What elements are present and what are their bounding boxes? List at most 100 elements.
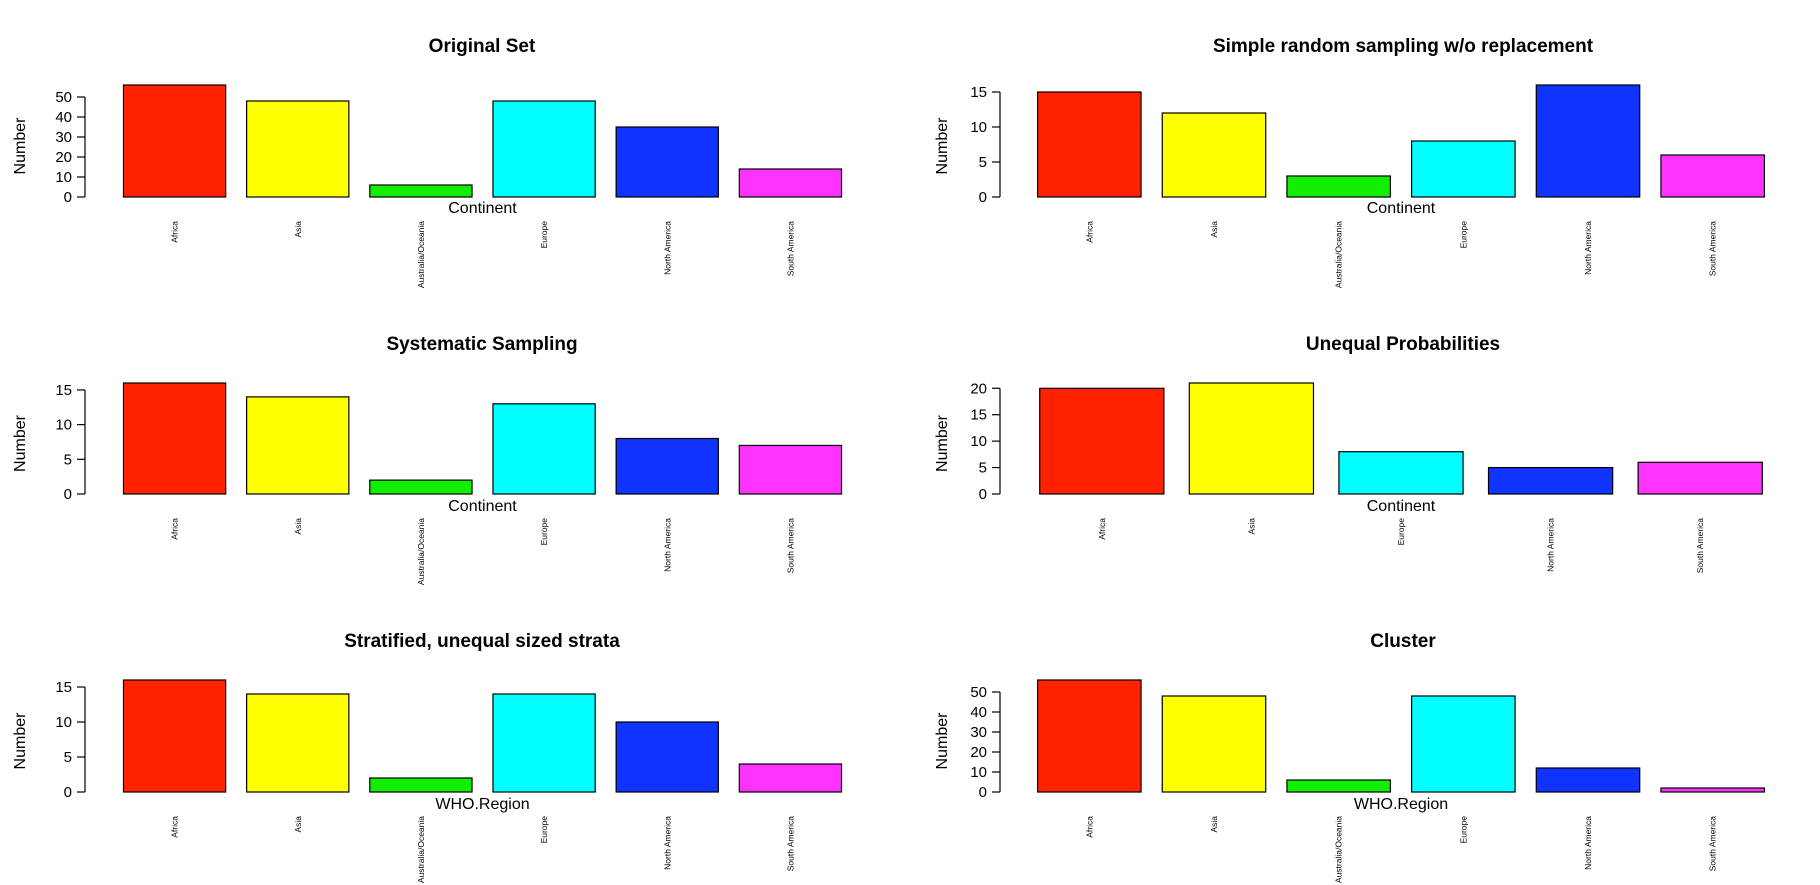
chart-title: Simple random sampling w/o replacement xyxy=(1213,36,1594,57)
y-tick-label: 40 xyxy=(55,109,72,126)
category-label: Europe xyxy=(539,221,549,249)
y-tick-label: 10 xyxy=(55,714,72,731)
y-tick-label: 0 xyxy=(64,486,72,503)
category-label: North America xyxy=(1583,221,1593,275)
category-label: Europe xyxy=(1458,816,1468,844)
bar-africa xyxy=(1039,387,1165,495)
y-tick-label: 0 xyxy=(64,189,72,206)
bar-asia xyxy=(246,100,350,198)
y-axis-label: Number xyxy=(934,712,951,770)
y-tick-label: 5 xyxy=(64,451,72,468)
chart-title: Unequal Probabilities xyxy=(1306,334,1500,355)
category-label: Australia/Oceania xyxy=(1334,221,1344,288)
category-label: South America xyxy=(1708,221,1718,277)
category-label: South America xyxy=(785,518,795,574)
category-label: Europe xyxy=(1458,221,1468,249)
bar-europe xyxy=(492,693,596,793)
bar-australia-oceania xyxy=(1286,175,1392,198)
y-axis-label: Number xyxy=(12,414,29,472)
y-axis-label: Number xyxy=(934,117,951,175)
category-label: Africa xyxy=(170,816,180,838)
bar-australia-oceania xyxy=(369,777,473,793)
bar-south-america xyxy=(1660,787,1766,793)
chart-panel-2: Simple random sampling w/o replacement Nu… xyxy=(934,36,1766,288)
y-tick-label: 30 xyxy=(970,724,987,741)
bar-europe xyxy=(492,100,596,198)
y-tick-label: 50 xyxy=(55,89,72,106)
bar-north-america xyxy=(1487,466,1614,495)
chart-panel-3: Systematic Sampling Number 0 5 10 15 Africa Asi… xyxy=(12,334,843,585)
y-tick-label: 40 xyxy=(970,704,987,721)
bar-asia xyxy=(1161,112,1267,198)
y-tick-label: 20 xyxy=(970,744,987,761)
y-tick-label: 5 xyxy=(979,460,987,477)
x-axis-label: Continent xyxy=(448,498,517,515)
category-label: North America xyxy=(662,221,672,275)
category-label: Africa xyxy=(170,221,180,243)
category-label: Australia/Oceania xyxy=(416,221,426,288)
bar-north-america xyxy=(615,126,719,198)
y-tick-label: 50 xyxy=(970,684,987,701)
bar-europe xyxy=(492,403,596,495)
bar-africa xyxy=(1036,679,1142,793)
chart-panel-5: Stratified, unequal sized strata Number 0 5… xyxy=(12,631,843,883)
category-label: North America xyxy=(662,518,672,572)
bar-north-america xyxy=(1535,767,1641,793)
category-label: Europe xyxy=(539,518,549,546)
chart-title: Systematic Sampling xyxy=(386,334,577,355)
y-tick-label: 0 xyxy=(979,486,987,503)
bar-africa xyxy=(1036,91,1142,198)
x-axis-label: WHO.Region xyxy=(1354,796,1448,813)
bar-australia-oceania xyxy=(1286,779,1392,793)
category-label: Africa xyxy=(1084,221,1094,243)
category-label: North America xyxy=(1583,816,1593,870)
category-label: South America xyxy=(785,221,795,277)
chart-title: Stratified, unequal sized strata xyxy=(344,631,620,652)
x-axis-label: Continent xyxy=(448,200,517,217)
bar-south-america xyxy=(738,168,843,198)
chart-panel-4: Unequal Probabilities Number 0 5 10 15 20 Afric… xyxy=(934,334,1763,573)
category-label: Australia/Oceania xyxy=(416,816,426,883)
bar-north-america xyxy=(615,437,719,495)
y-tick-label: 0 xyxy=(979,189,987,206)
bar-australia-oceania xyxy=(369,479,473,495)
category-label: Africa xyxy=(170,518,180,540)
y-tick-label: 10 xyxy=(970,119,987,136)
category-label: Asia xyxy=(1209,221,1219,238)
x-axis-label: WHO.Region xyxy=(435,796,529,813)
bar-europe xyxy=(1338,451,1464,495)
bar-south-america xyxy=(738,444,843,495)
category-label: Africa xyxy=(1084,816,1094,838)
category-label: Europe xyxy=(1396,518,1406,546)
y-tick-label: 0 xyxy=(64,784,72,801)
category-label: Asia xyxy=(293,221,303,238)
bar-australia-oceania xyxy=(369,184,473,198)
y-tick-label: 10 xyxy=(970,764,987,781)
bar-north-america xyxy=(1535,84,1641,198)
bar-asia xyxy=(246,693,350,793)
y-tick-label: 30 xyxy=(55,129,72,146)
bar-asia xyxy=(1161,695,1267,793)
y-tick-label: 20 xyxy=(55,149,72,166)
chart-title: Cluster xyxy=(1370,631,1436,652)
bar-south-america xyxy=(738,763,843,793)
bar-africa xyxy=(122,84,227,198)
category-label: North America xyxy=(662,816,672,870)
bar-south-america xyxy=(1637,461,1763,495)
chart-panel-1: Original Set Number 0 10 20 30 40 50 Africa Asia A… xyxy=(12,36,843,288)
y-axis-label: Number xyxy=(12,712,29,770)
y-tick-label: 0 xyxy=(979,784,987,801)
category-label: Asia xyxy=(1209,816,1219,833)
category-label: Asia xyxy=(293,816,303,833)
category-label: Australia/Oceania xyxy=(1334,816,1344,883)
category-label: South America xyxy=(785,816,795,872)
bar-africa xyxy=(122,382,227,495)
category-label: Australia/Oceania xyxy=(416,518,426,585)
y-tick-label: 15 xyxy=(55,679,72,696)
y-tick-label: 20 xyxy=(970,380,987,397)
y-tick-label: 15 xyxy=(970,407,987,424)
y-tick-label: 10 xyxy=(55,417,72,434)
y-tick-label: 5 xyxy=(64,749,72,766)
bar-south-america xyxy=(1660,154,1766,198)
